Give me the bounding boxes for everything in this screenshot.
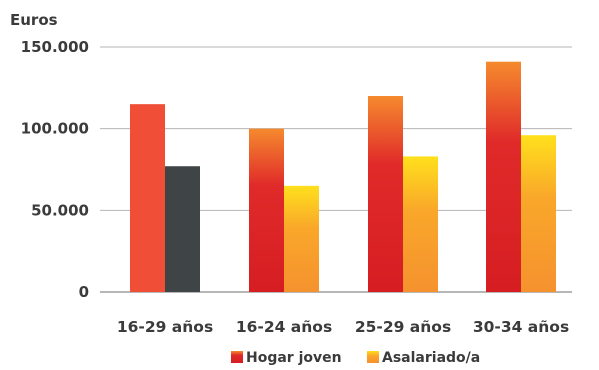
legend-swatch-asalariado bbox=[367, 351, 379, 363]
bar-hogar-joven-4 bbox=[486, 61, 521, 293]
x-tick-label: 30-34 años bbox=[473, 318, 569, 336]
x-tick-labels: 16-29 años 16-24 años 25-29 años 30-34 años bbox=[117, 318, 569, 336]
legend-label-asalariado: Asalariado/a bbox=[382, 350, 480, 366]
y-tick-label: 50.000 bbox=[31, 201, 89, 219]
y-tick-label: 100.000 bbox=[21, 120, 89, 138]
y-tick-label: 150.000 bbox=[21, 38, 89, 56]
legend-label-hogar-joven: Hogar joven bbox=[246, 350, 342, 366]
bar-hogar-joven-3 bbox=[368, 96, 403, 292]
y-tick-label: 0 bbox=[79, 283, 89, 301]
y-tick-labels: 0 50.000 100.000 150.000 bbox=[21, 38, 89, 301]
x-tick-label: 25-29 años bbox=[355, 318, 451, 336]
y-axis-label: Euros bbox=[10, 11, 58, 29]
x-tick-label: 16-29 años bbox=[117, 318, 213, 336]
bar-asalariado-4 bbox=[521, 135, 556, 292]
bar-asalariado-1 bbox=[165, 166, 200, 292]
legend: Hogar joven Asalariado/a bbox=[231, 350, 480, 366]
bar-hogar-joven-1 bbox=[130, 104, 165, 293]
x-tick-label: 16-24 años bbox=[236, 318, 332, 336]
legend-swatch-hogar-joven bbox=[231, 351, 243, 363]
bar-asalariado-3 bbox=[403, 156, 438, 292]
bars bbox=[130, 61, 556, 293]
bar-hogar-joven-2 bbox=[249, 128, 284, 292]
bar-asalariado-2 bbox=[284, 185, 319, 292]
